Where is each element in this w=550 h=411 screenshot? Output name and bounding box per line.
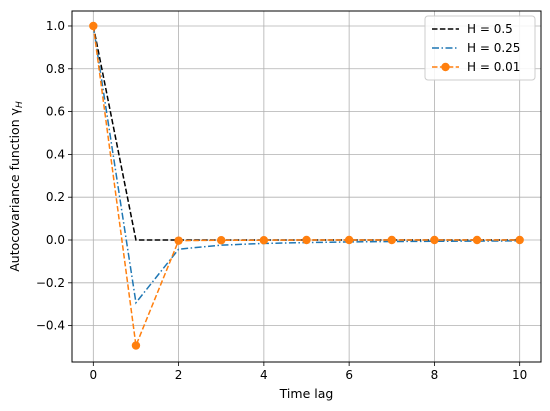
data-point <box>302 235 311 245</box>
x-tick-label: 0 <box>89 368 97 382</box>
data-point <box>430 235 439 245</box>
x-tick-label: 2 <box>175 368 183 382</box>
plot-frame <box>71 10 542 363</box>
x-tick-label: 6 <box>345 368 353 382</box>
legend-entry: H = 0.01 <box>432 60 520 74</box>
data-point <box>472 235 482 245</box>
x-tick-label: 4 <box>260 368 268 382</box>
data-point <box>174 236 183 245</box>
data-point <box>515 235 524 245</box>
x-tick-label: 10 <box>512 368 527 382</box>
legend-box <box>424 15 536 81</box>
data-point <box>217 236 226 245</box>
y-tick-label: 0.0 <box>46 233 65 247</box>
data-point <box>259 236 269 245</box>
legend-marker <box>441 62 450 72</box>
y-tick-label: 0.8 <box>46 62 65 76</box>
y-tick-label: 0.6 <box>46 105 65 119</box>
x-axis-label: Time lag <box>279 386 334 401</box>
y-tick-label: 0.2 <box>46 190 65 204</box>
y-tick-label: −0.4 <box>36 319 65 333</box>
data-point <box>387 235 396 245</box>
legend-label: H = 0.25 <box>467 41 520 55</box>
data-point <box>89 21 98 31</box>
legend-label: H = 0.5 <box>467 22 513 36</box>
x-tick-label: 8 <box>431 368 439 382</box>
y-tick-label: 0.4 <box>46 147 65 161</box>
y-axis-label-main: Autocovariance function γ <box>7 107 22 271</box>
legend-label: H = 0.01 <box>467 60 520 74</box>
y-axis-label-subscript: H <box>15 101 25 108</box>
y-tick-label: −0.2 <box>36 276 65 290</box>
data-point <box>344 235 354 245</box>
data-point <box>131 341 141 350</box>
series-layer <box>89 21 524 350</box>
legend: H = 0.5 H = 0.25 H = 0.01 <box>424 15 536 81</box>
y-axis-label: Autocovariance function γH <box>7 101 25 272</box>
legend-entry: H = 0.5 <box>432 22 513 36</box>
y-tick-label: 1.0 <box>46 19 65 33</box>
legend-entry: H = 0.25 <box>432 41 520 55</box>
series-2 <box>89 21 524 350</box>
ticks: 0 2 4 6 8 10 −0.4 −0.2 0.0 0.2 0.4 0.6 0.8 1.0 <box>36 19 527 382</box>
